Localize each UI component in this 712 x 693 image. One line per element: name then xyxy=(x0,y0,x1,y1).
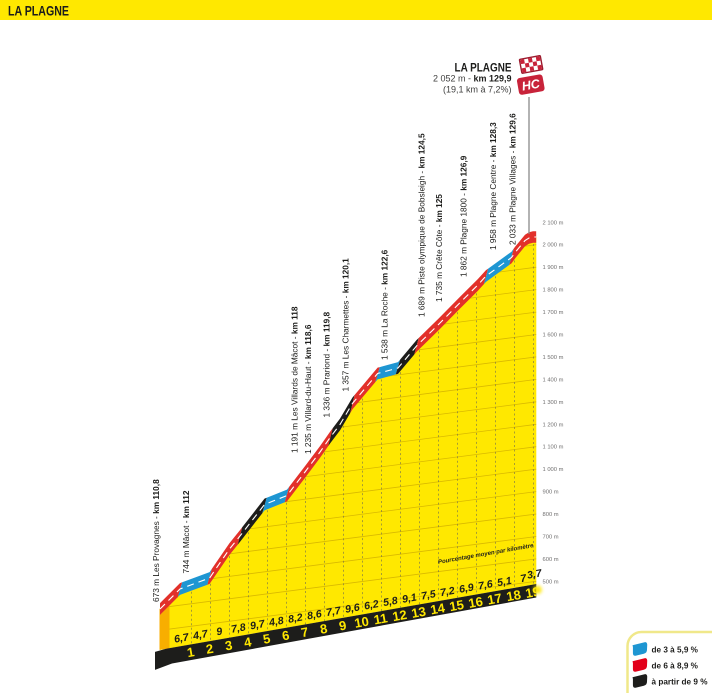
svg-text:2: 2 xyxy=(205,641,215,657)
svg-text:8,2: 8,2 xyxy=(287,611,304,625)
svg-text:7,6: 7,6 xyxy=(477,578,494,592)
svg-text:1 336 m Prariond - km 119,8: 1 336 m Prariond - km 119,8 xyxy=(322,311,332,417)
svg-text:3,7: 3,7 xyxy=(526,567,544,582)
svg-text:6,2: 6,2 xyxy=(363,598,380,612)
svg-text:4,7: 4,7 xyxy=(191,628,210,643)
svg-text:1 400 m: 1 400 m xyxy=(543,377,564,383)
svg-text:1: 1 xyxy=(186,644,196,660)
svg-text:2 052 m - km 129,9: 2 052 m - km 129,9 xyxy=(433,74,512,84)
svg-text:3: 3 xyxy=(224,637,234,653)
svg-text:7,7: 7,7 xyxy=(325,605,343,620)
svg-text:13: 13 xyxy=(410,604,427,621)
svg-text:de 6 à 8,9 %: de 6 à 8,9 % xyxy=(652,662,699,671)
svg-text:1 900 m: 1 900 m xyxy=(543,265,564,271)
svg-text:5: 5 xyxy=(262,631,272,647)
svg-text:8: 8 xyxy=(319,621,329,637)
svg-text:7,8: 7,8 xyxy=(230,621,247,635)
svg-text:HC: HC xyxy=(521,76,542,93)
svg-text:6,7: 6,7 xyxy=(173,631,191,646)
svg-text:1 235 m Villard-du-Haut - km 1: 1 235 m Villard-du-Haut - km 118,6 xyxy=(303,324,313,454)
svg-text:11: 11 xyxy=(373,610,389,627)
svg-text:1 000 m: 1 000 m xyxy=(543,467,564,473)
svg-text:1 191 m Les Villards de Mâcot: 1 191 m Les Villards de Mâcot - km 118 xyxy=(290,306,300,453)
svg-text:15: 15 xyxy=(448,597,465,614)
svg-text:1 700 m: 1 700 m xyxy=(543,310,564,316)
svg-text:500 m: 500 m xyxy=(543,579,559,585)
svg-text:6,9: 6,9 xyxy=(458,581,475,595)
svg-text:5,8: 5,8 xyxy=(382,595,399,609)
svg-text:673 m Les Provagnes - km 110,8: 673 m Les Provagnes - km 110,8 xyxy=(151,479,161,602)
svg-text:16: 16 xyxy=(467,594,484,611)
svg-text:7,5: 7,5 xyxy=(420,588,437,602)
svg-text:18: 18 xyxy=(505,587,522,604)
svg-text:2 000 m: 2 000 m xyxy=(543,243,564,249)
svg-text:9: 9 xyxy=(338,618,348,634)
svg-text:de 3 à 5,9 %: de 3 à 5,9 % xyxy=(652,646,699,655)
svg-text:9,7: 9,7 xyxy=(249,618,267,633)
svg-text:12: 12 xyxy=(391,607,408,624)
svg-text:6: 6 xyxy=(281,627,291,643)
svg-text:à partir de 9 %: à partir de 9 % xyxy=(652,678,709,687)
svg-text:1 100 m: 1 100 m xyxy=(543,445,564,451)
svg-text:5,1: 5,1 xyxy=(496,575,513,589)
svg-text:1 300 m: 1 300 m xyxy=(543,400,564,406)
svg-text:1 862 m Plagne 1800 - km 126,9: 1 862 m Plagne 1800 - km 126,9 xyxy=(459,155,469,277)
svg-text:1 200 m: 1 200 m xyxy=(543,422,564,428)
svg-text:10: 10 xyxy=(353,614,370,631)
svg-text:1 500 m: 1 500 m xyxy=(543,355,564,361)
svg-text:2 100 m: 2 100 m xyxy=(543,220,564,226)
svg-text:8,6: 8,6 xyxy=(306,608,323,622)
svg-text:1 735 m Crête Côte - km 125: 1 735 m Crête Côte - km 125 xyxy=(434,194,444,302)
svg-text:14: 14 xyxy=(429,600,447,617)
svg-text:1 958 m Plagne Centre - km 128: 1 958 m Plagne Centre - km 128,3 xyxy=(488,122,498,250)
svg-text:1 538 m La Roche - km 122,6: 1 538 m La Roche - km 122,6 xyxy=(380,249,390,360)
svg-text:700 m: 700 m xyxy=(543,535,559,541)
svg-text:9,1: 9,1 xyxy=(401,591,418,605)
svg-text:19: 19 xyxy=(524,584,541,601)
svg-text:7: 7 xyxy=(519,572,528,585)
svg-text:9: 9 xyxy=(215,626,223,639)
svg-text:7: 7 xyxy=(300,624,310,640)
svg-text:744 m Mâcot - km 112: 744 m Mâcot - km 112 xyxy=(181,490,191,573)
svg-text:1 357 m Les Charmettes - km 12: 1 357 m Les Charmettes - km 120,1 xyxy=(340,258,350,392)
svg-text:1 600 m: 1 600 m xyxy=(543,333,564,339)
svg-text:800 m: 800 m xyxy=(543,512,559,518)
svg-text:LA PLAGNE: LA PLAGNE xyxy=(8,3,69,19)
svg-text:7,2: 7,2 xyxy=(439,585,456,599)
svg-text:900 m: 900 m xyxy=(543,490,559,496)
svg-text:4: 4 xyxy=(243,634,253,650)
svg-text:(19,1 km à 7,2%): (19,1 km à 7,2%) xyxy=(443,85,512,95)
svg-text:1 689 m Piste olympique de Bob: 1 689 m Piste olympique de Bobsleigh - k… xyxy=(416,133,426,317)
svg-text:LA PLAGNE: LA PLAGNE xyxy=(455,61,512,75)
svg-text:1 800 m: 1 800 m xyxy=(543,288,564,294)
svg-text:2 033 m Plagne Villages - km 1: 2 033 m Plagne Villages - km 129,6 xyxy=(508,113,518,245)
svg-text:17: 17 xyxy=(486,590,503,607)
svg-text:4,8: 4,8 xyxy=(267,615,285,630)
svg-text:9,6: 9,6 xyxy=(344,601,361,615)
svg-text:600 m: 600 m xyxy=(543,557,559,563)
